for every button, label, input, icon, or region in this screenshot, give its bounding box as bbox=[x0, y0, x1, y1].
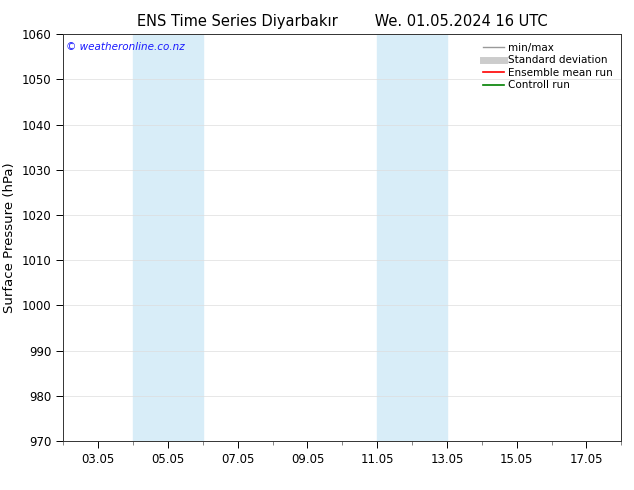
Title: ENS Time Series Diyarbakır        We. 01.05.2024 16 UTC: ENS Time Series Diyarbakır We. 01.05.202… bbox=[137, 14, 548, 29]
Legend: min/max, Standard deviation, Ensemble mean run, Controll run: min/max, Standard deviation, Ensemble me… bbox=[480, 40, 616, 94]
Bar bbox=[377, 34, 447, 441]
Y-axis label: Surface Pressure (hPa): Surface Pressure (hPa) bbox=[3, 162, 16, 313]
Bar bbox=[133, 34, 203, 441]
Text: © weatheronline.co.nz: © weatheronline.co.nz bbox=[66, 43, 185, 52]
